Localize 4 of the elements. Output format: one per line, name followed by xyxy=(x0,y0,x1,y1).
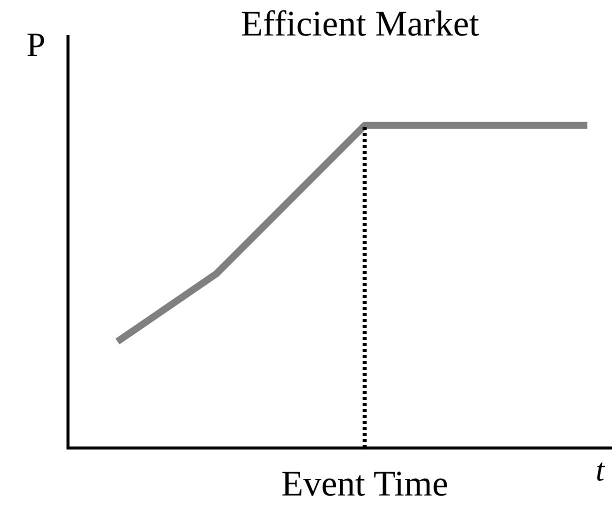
chart-title: Efficient Market xyxy=(240,3,480,44)
text: Event Time xyxy=(281,463,448,504)
y-axis-title: P xyxy=(26,26,46,64)
x-axis-title: t xyxy=(596,451,606,488)
